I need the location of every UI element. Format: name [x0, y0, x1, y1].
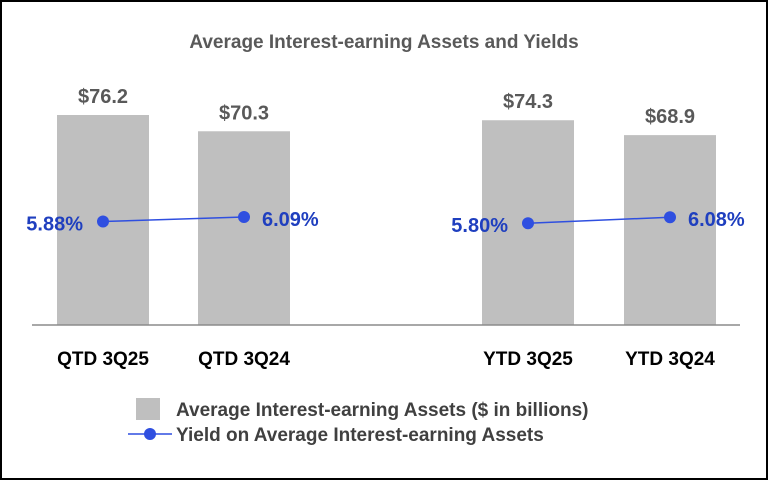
- yield-point-1: [97, 215, 109, 228]
- category-label-3: YTD 3Q25: [483, 349, 573, 370]
- yield-label-3: 5.80%: [451, 215, 508, 237]
- category-label-4: YTD 3Q24: [625, 349, 715, 370]
- yield-lines-layer: [102, 216, 671, 224]
- legend-bar-swatch: [136, 398, 160, 420]
- bar-value-label-4: $68.9: [645, 106, 695, 128]
- category-label-2: QTD 3Q24: [198, 349, 290, 370]
- legend-bar-label: Average Interest-earning Assets ($ in bi…: [176, 400, 588, 421]
- yield-line-group-1: [102, 216, 245, 223]
- bar-value-label-1: $76.2: [78, 86, 128, 108]
- yield-point-2: [238, 211, 250, 223]
- legend-line-label: Yield on Average Interest-earning Assets: [176, 425, 544, 446]
- yield-point-4: [664, 211, 676, 224]
- legend-line-marker: [144, 428, 156, 440]
- yield-labels-layer: 5.88% 6.09% 5.80% 6.08%: [26, 209, 745, 237]
- chart-title: Average Interest-earning Assets and Yiel…: [189, 32, 578, 53]
- yield-label-2: 6.09%: [262, 209, 319, 231]
- category-label-1: QTD 3Q25: [57, 349, 149, 370]
- category-labels: QTD 3Q25 QTD 3Q24 YTD 3Q25 YTD 3Q24: [57, 349, 715, 370]
- yield-line-group-2: [527, 216, 671, 224]
- yield-points-layer: [97, 211, 676, 230]
- bar-4: [624, 135, 716, 325]
- bar-value-label-3: $74.3: [503, 91, 553, 113]
- yield-label-4: 6.08%: [688, 209, 745, 231]
- bar-2: [198, 131, 290, 325]
- bar-value-labels: $76.2 $70.3 $74.3 $68.9: [78, 86, 695, 128]
- bar-value-label-2: $70.3: [219, 102, 269, 124]
- yield-point-3: [522, 217, 534, 230]
- legend: Average Interest-earning Assets ($ in bi…: [128, 398, 588, 446]
- yield-label-1: 5.88%: [26, 214, 83, 236]
